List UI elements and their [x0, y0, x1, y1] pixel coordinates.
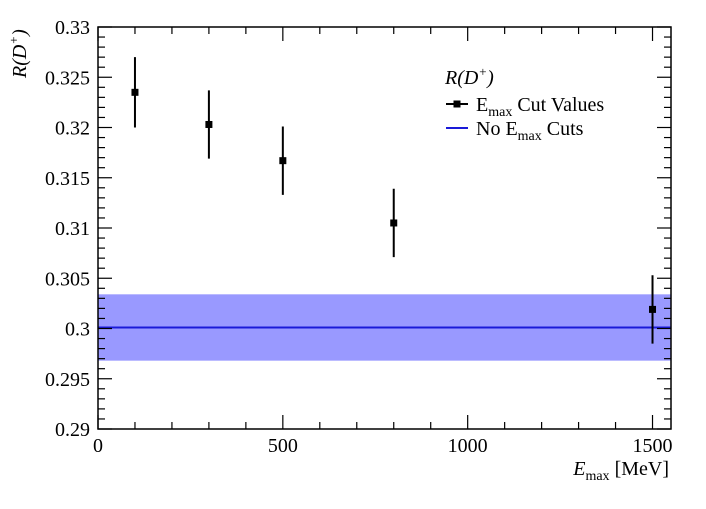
plot-frame: [97, 26, 672, 430]
y-tick-label: 0.32: [55, 118, 90, 140]
data-point: [131, 88, 139, 96]
data-point: [649, 305, 657, 313]
legend: R(D+) Emax Cut Values No Emax Cuts: [444, 64, 604, 144]
y-tick-label: 0.31: [55, 218, 90, 240]
data-layer: [131, 57, 657, 344]
y-axis-title: R(D+): [6, 29, 31, 79]
y-tick-label: 0.295: [45, 369, 90, 391]
y-tick-label: 0.305: [45, 268, 90, 290]
axis-layer: 0 500 1000 1500 0.29 0.295 0.3 0.305 0.31 0.315 0.…: [45, 17, 673, 457]
legend-entry-no-cuts: No Emax Cuts: [476, 118, 584, 144]
x-axis-title: Emax [MeV]: [572, 458, 669, 484]
data-point: [279, 157, 287, 165]
data-point: [205, 120, 213, 128]
y-tick-label: 0.29: [55, 419, 90, 441]
x-tick-label: 1500: [633, 435, 673, 457]
legend-marker-square: [453, 100, 461, 108]
y-tick-label: 0.33: [55, 17, 90, 39]
legend-entry-cut-values: Emax Cut Values: [476, 94, 604, 120]
x-tick-label: 1000: [448, 435, 488, 457]
y-tick-label: 0.315: [45, 168, 90, 190]
data-point: [390, 219, 398, 227]
y-tick-label: 0.325: [45, 67, 90, 89]
y-tick-label: 0.3: [65, 319, 90, 341]
reference-band-layer: [98, 294, 671, 361]
x-tick-label: 0: [93, 435, 103, 457]
legend-title: R(D+): [444, 64, 494, 89]
x-tick-label: 500: [268, 435, 298, 457]
